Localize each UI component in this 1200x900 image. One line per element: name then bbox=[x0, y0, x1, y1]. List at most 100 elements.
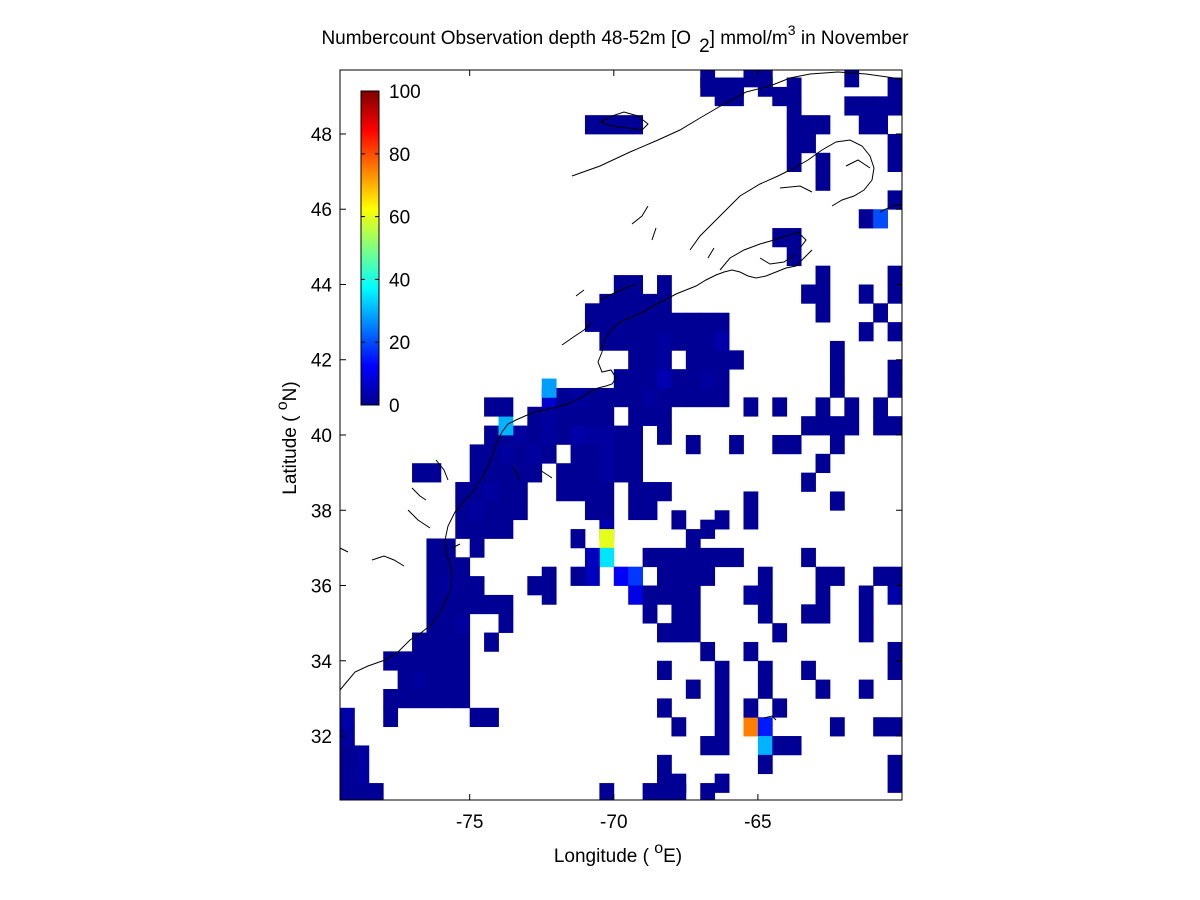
heatmap-cell bbox=[815, 566, 831, 586]
heatmap-cell bbox=[714, 773, 730, 793]
heatmap-cell bbox=[440, 632, 456, 652]
heatmap-cell bbox=[700, 331, 716, 351]
heatmap-cell bbox=[873, 566, 888, 586]
heatmap-cell bbox=[685, 604, 701, 624]
heatmap-cell bbox=[455, 519, 471, 539]
y-tick-label: 36 bbox=[311, 577, 332, 598]
heatmap-cell bbox=[642, 312, 658, 332]
heatmap-cell bbox=[397, 670, 413, 690]
heatmap-cell bbox=[440, 651, 456, 671]
heatmap-cell bbox=[426, 557, 442, 577]
heatmap-cell bbox=[584, 406, 600, 426]
heatmap-cell bbox=[815, 585, 831, 605]
heatmap-cell bbox=[584, 547, 600, 568]
heatmap-cell bbox=[729, 86, 744, 107]
heatmap-cell bbox=[599, 406, 615, 426]
heatmap-cell bbox=[786, 246, 802, 267]
heatmap-cell bbox=[426, 463, 442, 483]
heatmap-cell bbox=[671, 585, 687, 605]
heatmap-cell bbox=[815, 604, 831, 624]
heatmap-cell bbox=[685, 585, 701, 605]
xlabel-pre: Longitude ( bbox=[554, 846, 654, 867]
heatmap-cell bbox=[584, 425, 600, 445]
heatmap-cell bbox=[887, 359, 903, 379]
heatmap-cell bbox=[412, 632, 427, 652]
heatmap-cell bbox=[527, 576, 543, 596]
heatmap-cell bbox=[642, 482, 658, 502]
heatmap-cell bbox=[556, 425, 571, 445]
heatmap-cell bbox=[642, 547, 658, 568]
heatmap-cell bbox=[671, 510, 687, 530]
heatmap-cell bbox=[469, 519, 485, 539]
heatmap-cell bbox=[570, 425, 586, 445]
x-tick-label: -75 bbox=[456, 812, 483, 833]
heatmap-cell bbox=[484, 463, 499, 483]
heatmap-cell bbox=[570, 482, 586, 502]
ylabel-degree: o bbox=[274, 401, 291, 410]
heatmap-cell bbox=[657, 566, 672, 586]
heatmap-cell bbox=[412, 463, 427, 483]
heatmap-cell bbox=[858, 322, 874, 342]
x-tick-label: -65 bbox=[744, 812, 771, 833]
heatmap-cell bbox=[484, 594, 499, 615]
heatmap-cell bbox=[671, 773, 687, 793]
heatmap-cell bbox=[440, 613, 456, 633]
heatmap-cell bbox=[671, 604, 687, 624]
heatmap-cell bbox=[657, 350, 672, 370]
heatmap-cell bbox=[757, 717, 773, 737]
y-axis-label: Latitude ( oN) bbox=[274, 381, 301, 494]
heatmap-cell bbox=[556, 387, 571, 408]
heatmap-cell bbox=[512, 463, 528, 483]
x-tick-label: -70 bbox=[600, 812, 627, 833]
heatmap-cell bbox=[628, 312, 644, 332]
heatmap-cell bbox=[455, 594, 471, 615]
heatmap-cell bbox=[498, 397, 514, 417]
heatmap-cell bbox=[340, 783, 355, 801]
heatmap-cell bbox=[484, 425, 499, 445]
heatmap-cell bbox=[700, 387, 716, 408]
heatmap-cell bbox=[657, 783, 672, 801]
heatmap-cell bbox=[815, 416, 831, 436]
heatmap-cell bbox=[556, 463, 571, 483]
heatmap-cell bbox=[887, 717, 903, 737]
heatmap-cell bbox=[685, 623, 701, 643]
heatmap-cell bbox=[498, 613, 514, 633]
heatmap-cell bbox=[671, 547, 687, 568]
y-tick-label: 34 bbox=[311, 652, 333, 673]
heatmap-cell bbox=[484, 444, 499, 464]
heatmap-cell bbox=[657, 331, 672, 351]
heatmap-cell bbox=[469, 576, 485, 596]
heatmap-cell bbox=[671, 566, 687, 586]
heatmap-cell bbox=[628, 482, 644, 502]
heatmap-cell bbox=[541, 444, 557, 464]
heatmap-cell bbox=[599, 425, 615, 445]
heatmap-cell bbox=[801, 547, 816, 568]
heatmap-cell bbox=[556, 482, 571, 502]
heatmap-cell bbox=[786, 115, 802, 135]
heatmap-cell bbox=[887, 773, 903, 793]
heatmap-cell bbox=[858, 604, 874, 624]
heatmap-cell bbox=[484, 482, 499, 502]
heatmap-cell bbox=[354, 783, 370, 801]
heatmap-cell bbox=[873, 397, 888, 417]
heatmap-cell bbox=[584, 500, 600, 521]
heatmap-cell bbox=[628, 331, 644, 351]
heatmap-cell bbox=[469, 538, 485, 558]
heatmap-cell bbox=[426, 632, 442, 652]
heatmap-cell bbox=[426, 651, 442, 671]
heatmap-cell bbox=[887, 585, 903, 605]
heatmap-cell bbox=[671, 623, 687, 643]
heatmap-cell bbox=[512, 500, 528, 521]
heatmap-cell bbox=[671, 387, 687, 408]
heatmap-cell bbox=[628, 387, 644, 408]
heatmap-cell bbox=[570, 566, 586, 586]
heatmap-cell bbox=[801, 416, 816, 436]
title-after: ] mmol/m bbox=[710, 28, 788, 49]
heatmap-cell bbox=[743, 510, 759, 530]
heatmap-cell bbox=[599, 500, 615, 521]
heatmap-cell bbox=[498, 463, 514, 483]
heatmap-cell bbox=[757, 736, 773, 756]
heatmap-cell bbox=[714, 312, 730, 332]
heatmap-cell bbox=[440, 576, 456, 596]
